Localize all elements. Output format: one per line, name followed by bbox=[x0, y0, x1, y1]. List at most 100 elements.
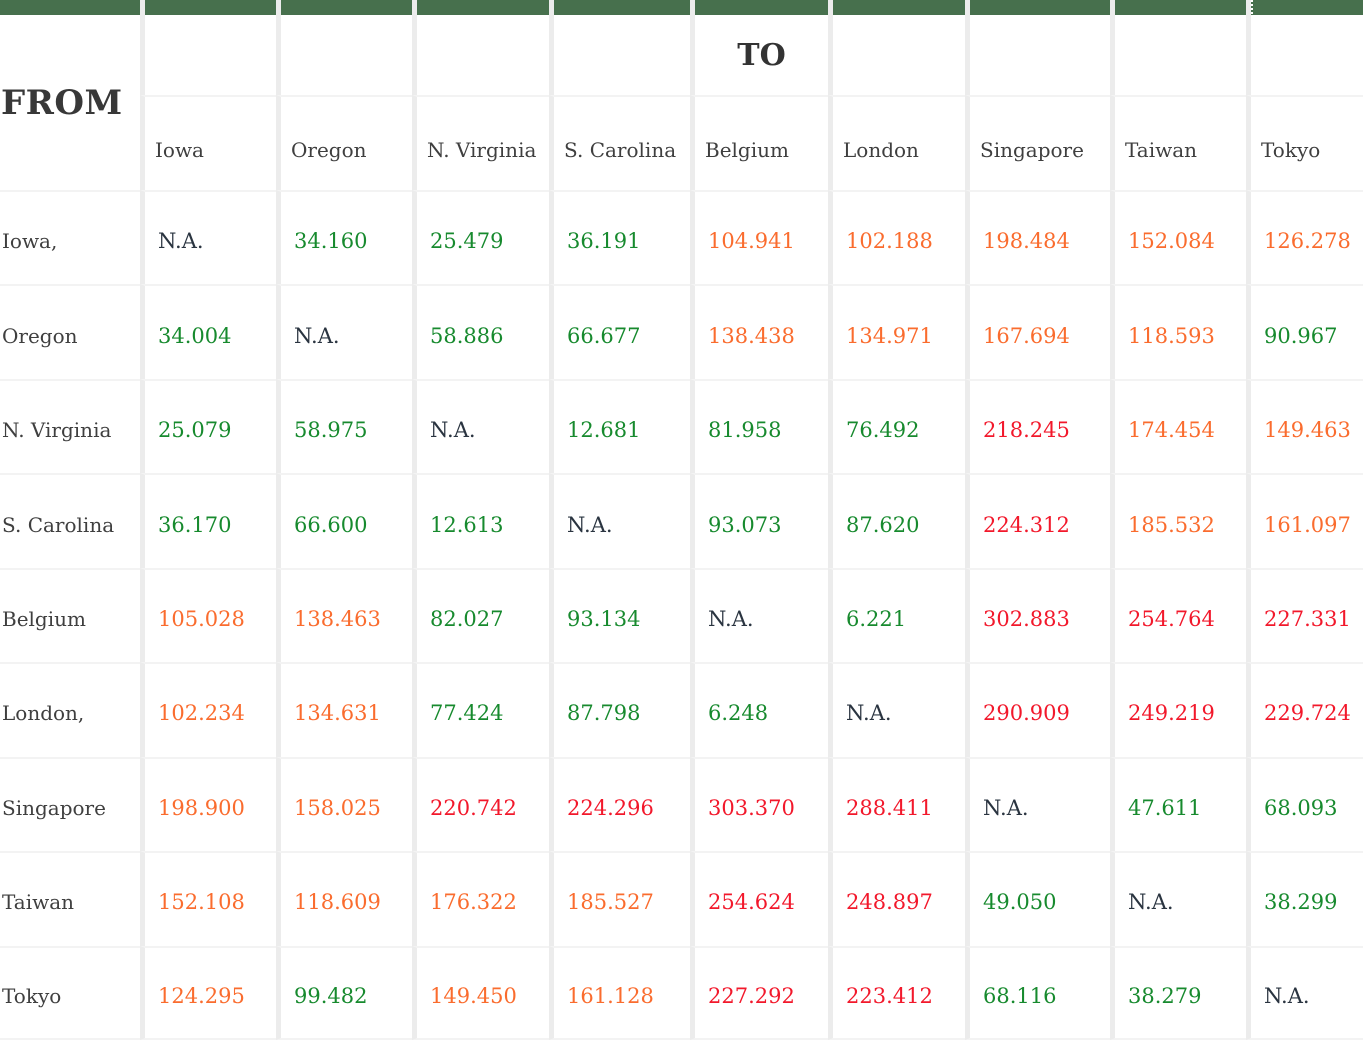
row-label: London, bbox=[0, 662, 140, 757]
col-header-s-carolina: S. Carolina bbox=[549, 95, 690, 190]
latency-cell: 36.170 bbox=[140, 473, 276, 568]
to-row-spacer bbox=[1110, 15, 1246, 95]
latency-cell: 138.463 bbox=[276, 567, 412, 663]
header-strip-segment bbox=[549, 0, 690, 15]
latency-cell: 218.245 bbox=[965, 378, 1110, 474]
latency-cell: 76.492 bbox=[828, 378, 965, 474]
latency-cell: 161.097 bbox=[1246, 473, 1363, 568]
header-strip-segment bbox=[828, 0, 965, 15]
latency-cell: 227.331 bbox=[1246, 567, 1363, 663]
row-label: Tokyo bbox=[0, 945, 140, 1040]
latency-cell: 77.424 bbox=[412, 662, 549, 757]
row-label: Iowa, bbox=[0, 190, 140, 285]
latency-cell: 105.028 bbox=[140, 567, 276, 663]
latency-cell: 34.004 bbox=[140, 284, 276, 379]
latency-cell: 229.724 bbox=[1246, 662, 1363, 757]
latency-cell-na: N.A. bbox=[1110, 851, 1246, 946]
latency-cell: 223.412 bbox=[828, 945, 965, 1040]
latency-cell: 87.798 bbox=[549, 662, 690, 757]
latency-cell: 290.909 bbox=[965, 662, 1110, 757]
latency-cell: 152.108 bbox=[140, 851, 276, 946]
latency-cell: 124.295 bbox=[140, 945, 276, 1040]
to-row-spacer bbox=[828, 15, 965, 95]
header-strip-segment bbox=[965, 0, 1110, 15]
header-strip-segment bbox=[276, 0, 412, 15]
latency-cell: 134.971 bbox=[828, 284, 965, 379]
header-strip-segment bbox=[0, 0, 140, 15]
latency-cell: 249.219 bbox=[1110, 662, 1246, 757]
latency-cell: 81.958 bbox=[690, 378, 828, 474]
latency-cell: 224.296 bbox=[549, 756, 690, 852]
col-header-taiwan: Taiwan bbox=[1110, 95, 1246, 190]
latency-cell: 25.079 bbox=[140, 378, 276, 474]
latency-cell: 12.681 bbox=[549, 378, 690, 474]
latency-cell: 138.438 bbox=[690, 284, 828, 379]
latency-cell: 102.234 bbox=[140, 662, 276, 757]
latency-cell: 118.609 bbox=[276, 851, 412, 946]
latency-cell: 303.370 bbox=[690, 756, 828, 852]
latency-cell: 220.742 bbox=[412, 756, 549, 852]
row-label: N. Virginia bbox=[0, 378, 140, 474]
latency-cell: 66.600 bbox=[276, 473, 412, 568]
to-row-spacer bbox=[549, 15, 690, 95]
to-axis-label: TO bbox=[690, 15, 828, 95]
latency-cell: 93.073 bbox=[690, 473, 828, 568]
latency-cell-na: N.A. bbox=[140, 190, 276, 285]
latency-cell: 36.191 bbox=[549, 190, 690, 285]
latency-cell: 302.883 bbox=[965, 567, 1110, 663]
latency-cell: 134.631 bbox=[276, 662, 412, 757]
latency-cell: 68.116 bbox=[965, 945, 1110, 1040]
header-strip-segment bbox=[1110, 0, 1246, 15]
latency-cell-na: N.A. bbox=[965, 756, 1110, 852]
latency-cell: 167.694 bbox=[965, 284, 1110, 379]
latency-cell: 49.050 bbox=[965, 851, 1110, 946]
latency-cell: 104.941 bbox=[690, 190, 828, 285]
latency-cell: 152.084 bbox=[1110, 190, 1246, 285]
latency-cell: 198.900 bbox=[140, 756, 276, 852]
latency-cell-na: N.A. bbox=[412, 378, 549, 474]
latency-cell: 58.975 bbox=[276, 378, 412, 474]
col-header-london: London bbox=[828, 95, 965, 190]
latency-cell-na: N.A. bbox=[549, 473, 690, 568]
latency-cell: 99.482 bbox=[276, 945, 412, 1040]
to-row-spacer bbox=[276, 15, 412, 95]
to-row-spacer bbox=[965, 15, 1110, 95]
latency-cell: 38.299 bbox=[1246, 851, 1363, 946]
latency-cell: 38.279 bbox=[1110, 945, 1246, 1040]
latency-cell-na: N.A. bbox=[276, 284, 412, 379]
col-header-oregon: Oregon bbox=[276, 95, 412, 190]
latency-cell: 248.897 bbox=[828, 851, 965, 946]
header-strip-segment bbox=[140, 0, 276, 15]
latency-cell: 12.613 bbox=[412, 473, 549, 568]
latency-cell: 102.188 bbox=[828, 190, 965, 285]
latency-cell: 174.454 bbox=[1110, 378, 1246, 474]
col-header-n-virginia: N. Virginia bbox=[412, 95, 549, 190]
header-strip-segment bbox=[690, 0, 828, 15]
latency-cell: 93.134 bbox=[549, 567, 690, 663]
latency-cell-na: N.A. bbox=[828, 662, 965, 757]
latency-cell: 34.160 bbox=[276, 190, 412, 285]
latency-cell: 47.611 bbox=[1110, 756, 1246, 852]
dashed-page-break-line bbox=[1251, 0, 1253, 15]
row-label: Singapore bbox=[0, 756, 140, 852]
col-header-belgium: Belgium bbox=[690, 95, 828, 190]
to-row-spacer bbox=[1246, 15, 1363, 95]
latency-cell: 149.450 bbox=[412, 945, 549, 1040]
row-label: Belgium bbox=[0, 567, 140, 663]
col-header-iowa: Iowa bbox=[140, 95, 276, 190]
latency-cell-na: N.A. bbox=[690, 567, 828, 663]
latency-cell: 87.620 bbox=[828, 473, 965, 568]
header-strip-segment bbox=[412, 0, 549, 15]
latency-cell: 58.886 bbox=[412, 284, 549, 379]
to-row-spacer bbox=[140, 15, 276, 95]
row-label: Taiwan bbox=[0, 851, 140, 946]
row-label: S. Carolina bbox=[0, 473, 140, 568]
latency-cell: 176.322 bbox=[412, 851, 549, 946]
latency-cell: 161.128 bbox=[549, 945, 690, 1040]
header-strip-segment bbox=[1246, 0, 1363, 15]
latency-cell: 68.093 bbox=[1246, 756, 1363, 852]
latency-cell: 6.221 bbox=[828, 567, 965, 663]
latency-cell: 118.593 bbox=[1110, 284, 1246, 379]
